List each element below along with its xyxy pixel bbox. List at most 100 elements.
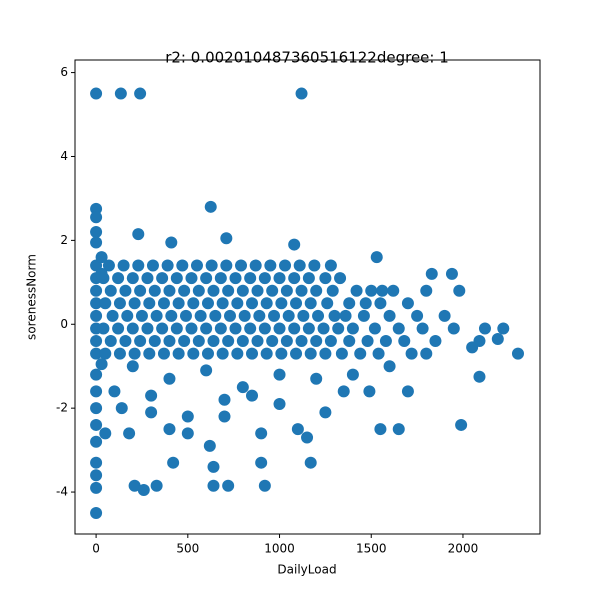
point — [123, 427, 136, 440]
point — [214, 322, 227, 335]
point — [379, 335, 392, 348]
point — [128, 347, 141, 360]
point — [203, 439, 216, 452]
point — [90, 236, 103, 249]
y-tick-label: -2 — [56, 401, 68, 415]
point — [128, 479, 141, 492]
point — [90, 297, 103, 310]
point — [332, 322, 345, 335]
point — [251, 284, 264, 297]
point — [308, 259, 321, 272]
point — [260, 347, 273, 360]
point — [90, 385, 103, 398]
point — [112, 272, 125, 285]
y-tick-label: 2 — [60, 233, 68, 247]
point — [90, 456, 103, 469]
y-tick-label: 0 — [60, 317, 68, 331]
point — [187, 297, 200, 310]
point — [104, 284, 117, 297]
point — [126, 322, 139, 335]
point — [222, 335, 235, 348]
x-tick-label: 500 — [176, 542, 199, 556]
point — [365, 284, 378, 297]
point — [200, 272, 213, 285]
point — [231, 297, 244, 310]
point — [90, 284, 103, 297]
point — [163, 335, 176, 348]
point — [312, 309, 325, 322]
point — [266, 284, 279, 297]
point — [264, 259, 277, 272]
point — [176, 259, 189, 272]
point — [216, 297, 229, 310]
point — [143, 347, 156, 360]
point — [455, 418, 468, 431]
point — [246, 347, 259, 360]
point — [178, 335, 191, 348]
point — [220, 232, 233, 245]
point — [326, 284, 339, 297]
point — [398, 335, 411, 348]
y-axis-label: sorenessNorm — [25, 254, 39, 340]
point — [361, 335, 374, 348]
point — [157, 297, 170, 310]
point — [119, 335, 132, 348]
point — [354, 347, 367, 360]
point — [383, 309, 396, 322]
point — [146, 259, 159, 272]
point — [350, 284, 363, 297]
point — [288, 322, 301, 335]
point — [343, 335, 356, 348]
point — [374, 297, 387, 310]
point — [319, 406, 332, 419]
point — [216, 347, 229, 360]
point — [420, 284, 433, 297]
point — [185, 272, 198, 285]
point — [90, 347, 103, 360]
point — [178, 284, 191, 297]
point — [368, 322, 381, 335]
point — [108, 385, 121, 398]
point — [222, 479, 235, 492]
point — [251, 335, 264, 348]
point — [218, 410, 231, 423]
point — [304, 347, 317, 360]
point — [429, 335, 442, 348]
point — [297, 309, 310, 322]
point — [157, 347, 170, 360]
point — [90, 225, 103, 238]
point — [359, 297, 372, 310]
point — [207, 284, 220, 297]
point — [310, 372, 323, 385]
point — [90, 368, 103, 381]
point — [447, 322, 460, 335]
point — [112, 322, 125, 335]
point — [268, 309, 281, 322]
point — [321, 297, 334, 310]
point — [466, 341, 479, 354]
point — [301, 431, 314, 444]
point — [95, 267, 108, 280]
point — [222, 284, 235, 297]
point — [113, 297, 126, 310]
point — [273, 272, 286, 285]
point — [141, 322, 154, 335]
point — [161, 259, 174, 272]
point — [304, 456, 317, 469]
point — [346, 368, 359, 381]
point — [214, 272, 227, 285]
point — [132, 228, 145, 241]
point — [148, 335, 161, 348]
point — [253, 309, 266, 322]
point — [244, 322, 257, 335]
point — [97, 322, 110, 335]
point — [478, 322, 491, 335]
point — [167, 456, 180, 469]
point — [201, 347, 214, 360]
point — [279, 259, 292, 272]
point — [126, 272, 139, 285]
point — [280, 335, 293, 348]
point — [255, 456, 268, 469]
point — [205, 259, 218, 272]
